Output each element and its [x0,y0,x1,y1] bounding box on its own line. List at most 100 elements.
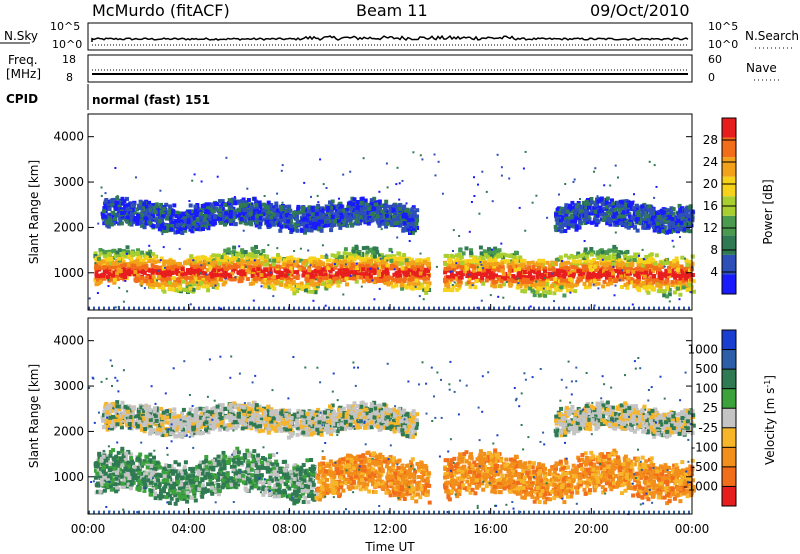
scatter-cell [192,212,197,217]
scatter-cell [650,264,655,269]
scatter-cell [583,258,588,263]
scatter-cell [449,253,454,258]
scatter-cell [678,276,683,281]
scatter-cell [286,219,291,224]
scatter-cell [157,283,162,288]
scatter-cell [280,218,285,223]
scatter-cell [565,279,570,284]
scatter-cell [329,203,334,207]
scatter-cell [301,206,306,210]
scatter-cell [263,205,268,210]
scatter-cell [348,255,352,260]
scatter-cell [446,275,451,280]
scatter-cell [177,277,181,282]
scatter-cell [342,255,347,260]
scatter-cell [470,271,475,276]
scatter-cell [97,254,101,259]
scatter-cell [536,266,541,271]
scatter-cell [248,257,253,262]
scatter-cell [329,223,334,228]
scatter-cell [348,220,353,225]
power-data-layer [88,150,696,312]
scatter-cell [212,219,216,224]
scatter-cell [339,204,344,209]
scatter-cell [201,279,206,284]
scatter-cell [687,273,692,278]
scatter-cell [174,280,179,285]
scatter-cell [519,277,524,282]
scatter-cell [363,216,368,221]
scatter-cell [275,280,280,285]
scatter-cell [510,261,515,266]
scatter-cell [311,209,316,214]
scatter-cell [148,281,153,286]
scatter-cell [395,218,400,223]
scatter-cell [684,276,688,281]
scatter-cell [365,250,370,255]
scatter-cell [276,264,280,269]
scatter-cell [378,262,383,267]
scatter-cell [350,263,355,268]
scatter-cell [575,279,580,284]
scatter-cell [344,207,349,212]
scatter-cell [317,259,321,264]
scatter-cell [659,260,664,265]
scatter-cell [481,268,486,273]
scatter-cell [295,228,300,233]
scatter-cell [230,260,235,265]
scatter-cell [576,277,581,281]
scatter-cell [635,228,640,233]
scatter-cell [212,276,217,281]
scatter-cell [612,262,616,267]
scatter-cell [447,257,452,262]
scatter-cell [372,271,377,276]
scatter-cell [410,286,415,291]
scatter-cell [391,208,396,213]
scatter-cell [596,251,600,256]
scatter-cell [136,248,140,253]
scatter-cell [403,272,408,277]
scatter-cell [274,201,279,206]
scatter-cell [272,207,277,212]
scatter-cell [498,264,503,269]
scatter-cell [366,221,371,226]
scatter-cell [238,260,243,265]
scatter-cell [210,215,215,220]
scatter-cell [139,219,143,224]
scatter-cell [556,207,561,212]
scatter-cell [123,271,128,275]
scatter-cell [687,268,692,273]
scatter-cell [289,255,294,260]
scatter-cell [632,258,637,262]
scatter-cell [342,272,347,277]
scatter-cell [237,279,242,284]
scatter-cell [578,276,583,281]
scatter-cell [426,276,431,281]
scatter-cell [247,216,252,221]
scatter-cell [303,288,308,293]
scatter-cell [96,265,101,270]
scatter-cell [472,268,477,273]
scatter-cell [482,249,487,254]
scatter-cell [323,223,328,228]
scatter-cell [249,203,254,208]
scatter-cell [312,285,317,290]
scatter-cell [321,267,326,272]
scatter-cell [652,266,657,271]
scatter-cell [166,213,171,218]
scatter-cell [588,279,592,284]
scatter-cell [139,201,144,206]
scatter-cell [178,273,183,278]
scatter-cell [162,262,167,267]
scatter-cell [415,268,420,272]
scatter-cell [496,252,501,257]
scatter-cell [192,221,197,226]
scatter-cell [340,218,345,223]
scatter-cell [191,216,196,221]
scatter-cell [605,221,610,226]
scatter-cell [617,258,622,263]
scatter-cell [511,274,516,278]
scatter-cell [179,214,184,218]
scatter-cell [233,201,238,206]
scatter-cell [140,213,145,218]
